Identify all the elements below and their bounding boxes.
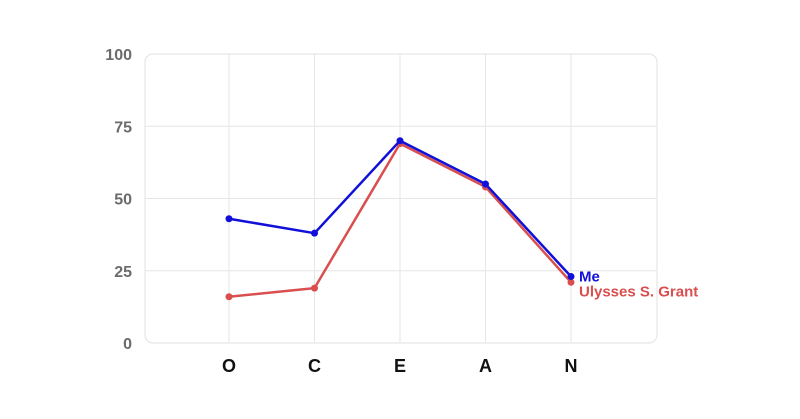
data-point [311,229,318,237]
series-label: Ulysses S. Grant [579,283,698,300]
y-axis: 0 25 50 75 100 [105,47,132,353]
x-tick-label: A [479,356,492,376]
x-tick-label: E [394,356,406,376]
y-tick-label: 25 [114,264,132,281]
data-point [225,215,233,223]
series-label: Me [579,269,600,286]
y-tick-label: 100 [105,47,132,64]
x-tick-label: O [222,356,236,376]
data-point [567,273,575,281]
y-tick-label: 75 [114,119,132,136]
y-tick-label: 0 [123,336,132,353]
x-tick-label: N [565,356,578,376]
x-tick-label: C [308,356,321,376]
grid-lines [145,54,657,343]
data-point [482,180,489,188]
data-point [567,278,575,286]
y-tick-label: 50 [114,192,132,209]
data-point [396,137,404,145]
data-point [225,293,233,301]
data-point [311,284,318,292]
